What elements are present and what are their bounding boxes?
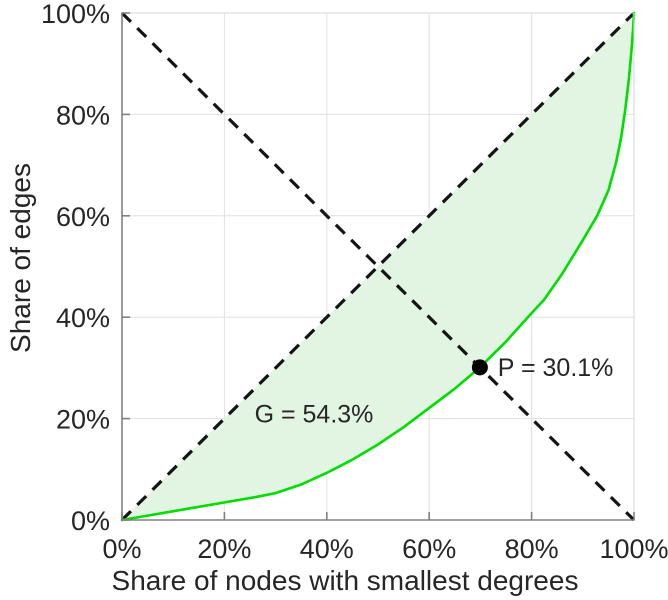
x-tick-label: 40% — [300, 534, 354, 564]
y-tick-labels: 0% 20% 40% 60% 80% 100% — [41, 0, 110, 536]
y-axis-label: Share of edges — [5, 163, 36, 353]
x-axis-label: Share of nodes with smallest degrees — [112, 565, 579, 596]
gini-annotation: G = 54.3% — [255, 401, 374, 429]
x-tick-label: 0% — [102, 534, 141, 564]
y-tick-label: 100% — [41, 0, 110, 29]
intersection-annotation: P = 30.1% — [498, 354, 614, 382]
x-tick-label: 20% — [197, 534, 251, 564]
y-tick-label: 40% — [56, 303, 110, 333]
y-tick-label: 80% — [56, 100, 110, 130]
x-tick-label: 80% — [505, 534, 559, 564]
tick-marks — [121, 12, 635, 521]
lorenz-curve-line — [120, 11, 636, 522]
y-tick-label: 20% — [56, 405, 110, 435]
y-tick-label: 0% — [71, 506, 110, 536]
x-tick-label: 60% — [402, 534, 456, 564]
y-tick-label: 60% — [56, 202, 110, 232]
x-tick-label: 100% — [599, 534, 668, 564]
x-tick-labels: 0% 20% 40% 60% 80% 100% — [102, 534, 668, 564]
intersection-point-marker — [471, 359, 488, 376]
plot-box — [121, 12, 635, 521]
